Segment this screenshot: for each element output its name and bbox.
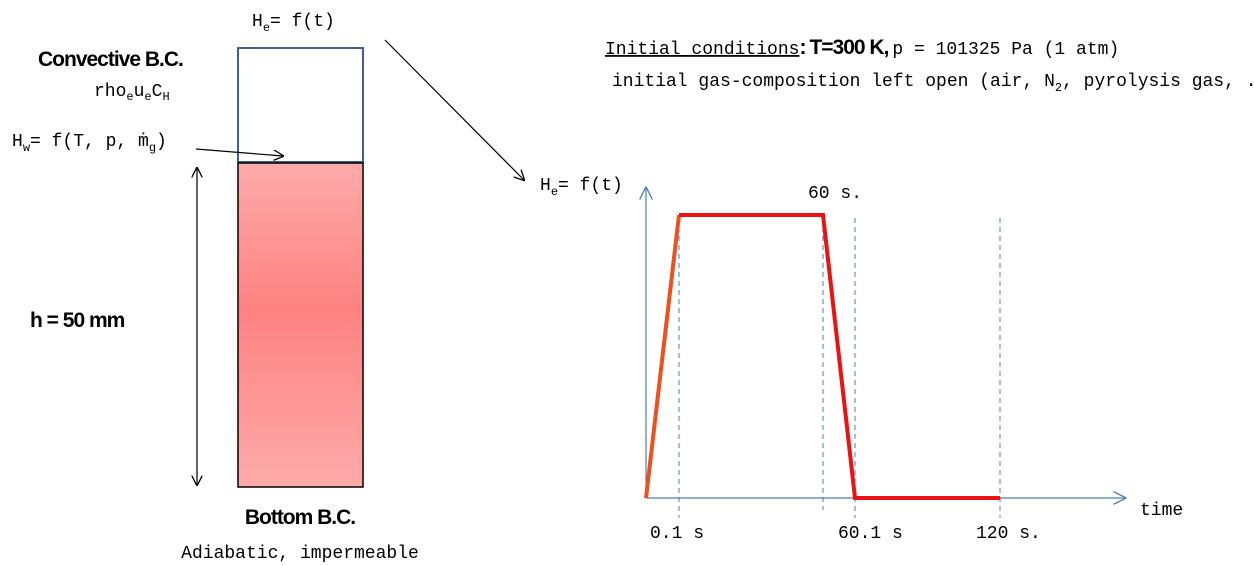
text-part: e	[126, 90, 133, 104]
text-part: e	[144, 90, 151, 104]
initial-conditions: Initial conditions: T=300 K, p = 101325 Pa…	[605, 36, 1119, 60]
tick-label: 60.1 s	[838, 524, 903, 544]
height-label: h = 50 mm	[30, 309, 125, 332]
text-part: rho	[94, 82, 126, 102]
profile-line	[679, 213, 1000, 500]
arrow	[195, 148, 283, 156]
tick-label: 0.1 s	[650, 524, 704, 544]
graph: He= f(t) 60 s. 0.1 s 60.1 s 120 s. time	[540, 176, 1183, 544]
gas-box	[237, 47, 364, 163]
text-part: H	[162, 90, 169, 104]
convective-title: Convective B.C.	[38, 48, 183, 71]
text-part: H	[12, 132, 23, 152]
x-label: time	[1140, 501, 1183, 521]
initial-composition: initial gas-composition left open (air, …	[612, 72, 1254, 95]
text-part: C	[152, 82, 163, 102]
convective-formula: rhoeueCH	[94, 82, 170, 104]
tick-label: 120 s.	[976, 524, 1041, 544]
text-part: H	[540, 176, 551, 196]
text-part: 2	[1055, 81, 1062, 95]
top-label: He= f(t)	[252, 12, 335, 35]
bottom-title: Bottom B.C.	[245, 506, 355, 529]
y-label: He= f(t)	[540, 176, 623, 199]
text-part: g	[149, 141, 156, 155]
text-part: H	[252, 12, 263, 32]
material-box	[237, 162, 364, 488]
text-part: T=300 K,	[809, 36, 888, 59]
text-part: e	[551, 185, 558, 199]
text-part: p = 101325 Pa (1 atm)	[892, 40, 1119, 60]
wall-formula: Hw= f(T, p, ṁg)	[12, 132, 167, 155]
text-part: e	[263, 21, 270, 35]
text-part: = f(t)	[270, 12, 335, 32]
text-part: u	[134, 82, 145, 102]
text-part: :	[799, 36, 805, 59]
text-part: )	[156, 132, 167, 152]
arrow	[384, 39, 524, 180]
ramp-up	[644, 214, 681, 499]
text-part: w	[23, 141, 31, 155]
text-part: Initial conditions	[605, 40, 799, 60]
text-part: = f(t)	[558, 176, 623, 196]
peak-label: 60 s.	[808, 184, 862, 204]
text-part: , pyrolysis gas, ...)	[1062, 72, 1254, 92]
bottom-text: Adiabatic, impermeable	[181, 544, 419, 564]
text-part: initial gas-composition left open (air, …	[612, 72, 1055, 92]
text-part: = f(T, p, ṁ	[30, 132, 149, 152]
